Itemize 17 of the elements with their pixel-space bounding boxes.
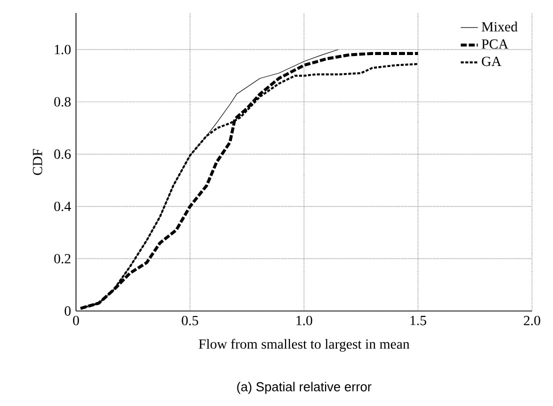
legend-label: Mixed (482, 22, 518, 32)
y-axis-title: CDF (32, 148, 42, 175)
y-tick-label: 0.2 (54, 254, 70, 264)
x-tick-label: 0.5 (182, 316, 198, 326)
x-axis-title: Flow from smallest to largest in mean (198, 338, 410, 352)
text: (a) Spatial relative error (237, 382, 372, 394)
x-tick-label: 0 (73, 316, 79, 326)
legend-label: GA (482, 56, 502, 66)
x-tick-label: 1.0 (296, 316, 312, 326)
x-tick-label: 1.5 (410, 316, 426, 326)
y-tick-label: 1.0 (54, 44, 71, 54)
y-tick-label: 0.8 (54, 97, 71, 107)
y-tick-label: 0.6 (54, 149, 71, 159)
y-tick-label: 0 (64, 306, 71, 316)
legend-label: PCA (482, 39, 508, 49)
y-tick-label: 0.4 (54, 202, 71, 212)
x-tick-label: 2.0 (524, 316, 540, 326)
